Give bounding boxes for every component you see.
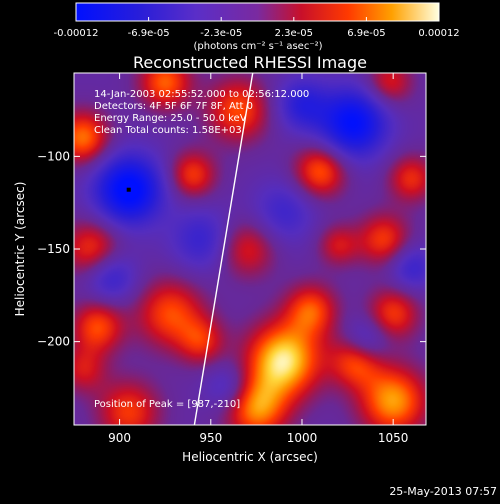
plot-area: 900 950 1000 1050 −100 −150 −200 14-Jan-2003 0… <box>37 72 427 445</box>
peak-marker <box>126 187 131 192</box>
x-tick-label: 1000 <box>287 431 318 445</box>
peak-position-label: Position of Peak = [987,-210] <box>94 399 240 410</box>
y-tick-label: −100 <box>37 149 70 163</box>
colorbar-tick-label: -6.9e-05 <box>128 28 170 39</box>
x-axis-label: Heliocentric X (arcsec) <box>182 450 318 464</box>
chart-title: Reconstructed RHESSI Image <box>133 53 367 72</box>
colorbar-gradient <box>75 2 440 22</box>
annotation-time: 14-Jan-2003 02:55:52.000 to 02:56:12.000 <box>94 89 309 100</box>
x-tick-label: 900 <box>108 431 131 445</box>
footer-timestamp: 25-May-2013 07:57 <box>389 485 497 498</box>
y-axis-label: Heliocentric Y (arcsec) <box>13 182 27 317</box>
colorbar-unit-label: (photons cm⁻² s⁻¹ asec⁻²) <box>193 41 322 52</box>
x-tick-label: 1050 <box>378 431 409 445</box>
axis-ticks: 900 950 1000 1050 −100 −150 −200 <box>37 73 426 445</box>
x-tick-label: 950 <box>199 431 222 445</box>
colorbar-tick-label: -2.3e-05 <box>200 28 242 39</box>
colorbar: -0.00012 -6.9e-05 -2.3e-05 2.3e-05 6.9e-05 0.… <box>54 2 460 52</box>
annotation-energy: Energy Range: 25.0 - 50.0 keV <box>94 113 247 124</box>
annotation-counts: Clean Total counts: 1.58E+03 <box>94 125 242 136</box>
colorbar-tick-label: 2.3e-05 <box>275 28 313 39</box>
annotation-block: 14-Jan-2003 02:55:52.000 to 02:56:12.000… <box>94 89 309 136</box>
solar-limb-line <box>193 73 254 425</box>
y-tick-label: −200 <box>37 335 70 349</box>
colorbar-tick-label: 0.00012 <box>418 28 459 39</box>
annotation-detectors: Detectors: 4F 5F 6F 7F 8F, Att 0 <box>94 101 253 112</box>
colorbar-tick-label: -0.00012 <box>54 28 99 39</box>
colorbar-ticks: -0.00012 -6.9e-05 -2.3e-05 2.3e-05 6.9e-05 0.… <box>54 17 460 39</box>
y-tick-label: −150 <box>37 242 70 256</box>
colorbar-tick-label: 6.9e-05 <box>347 28 385 39</box>
